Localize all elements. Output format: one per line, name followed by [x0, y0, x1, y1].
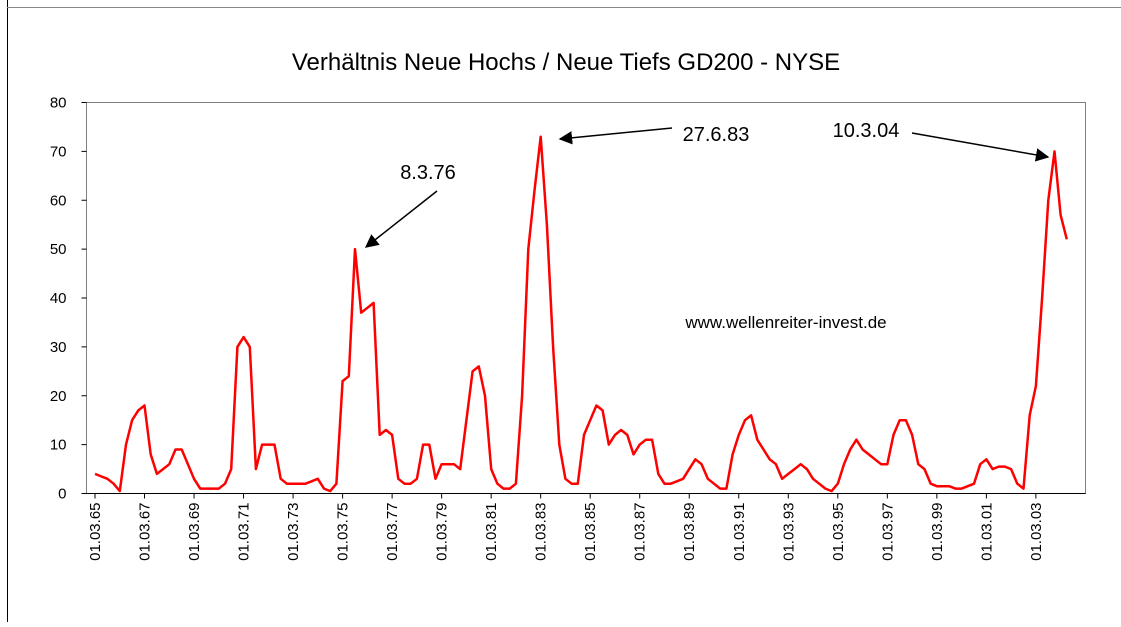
x-tick-label: 01.03.77	[384, 503, 401, 561]
y-tick-label: 80	[50, 95, 67, 112]
y-tick-label: 50	[50, 241, 67, 258]
x-tick-label: 01.03.73	[285, 503, 302, 561]
x-tick-label: 01.03.87	[632, 503, 649, 561]
x-tick-label: 01.03.97	[879, 503, 896, 561]
y-tick-label: 30	[50, 339, 67, 356]
chart-title: Verhältnis Neue Hochs / Neue Tiefs GD200…	[292, 49, 840, 76]
x-tick-label: 01.03.95	[830, 503, 847, 561]
x-tick-label: 01.03.69	[186, 503, 203, 561]
y-tick-label: 40	[50, 290, 67, 307]
y-tick-label: 0	[58, 486, 66, 503]
x-tick-label: 01.03.83	[533, 503, 550, 561]
y-tick-label: 10	[50, 437, 67, 454]
x-tick-label: 01.03.81	[483, 503, 500, 561]
annotation: 10.3.04	[833, 120, 900, 142]
annotation: www.wellenreiter-invest.de	[684, 313, 886, 332]
annotation: 8.3.76	[400, 162, 456, 184]
x-tick-label: 01.03.91	[731, 503, 748, 561]
y-tick-label: 60	[50, 192, 67, 209]
x-tick-label: 01.03.79	[434, 503, 451, 561]
x-tick-label: 01.03.93	[780, 503, 797, 561]
y-tick-label: 70	[50, 143, 67, 160]
annotation-arrow	[558, 127, 673, 145]
annotation: 27.6.83	[683, 124, 750, 146]
line-series	[94, 135, 1069, 493]
x-tick-label: 01.03.71	[236, 503, 253, 561]
x-tick-label: 01.03.75	[335, 503, 352, 561]
x-tick-label: 01.03.89	[681, 503, 698, 561]
x-tick-label: 01.03.99	[929, 503, 946, 561]
x-tick-label: 01.03.85	[582, 503, 599, 561]
x-tick-label: 01.03.65	[87, 503, 104, 561]
annotation-arrow	[911, 132, 1050, 162]
x-tick-label: 01.03.01	[978, 503, 995, 561]
y-tick-label: 20	[50, 388, 67, 405]
plot-area	[86, 102, 1086, 494]
annotation-arrow	[364, 190, 438, 248]
x-tick-label: 01.03.03	[1028, 503, 1045, 561]
x-tick-label: 01.03.67	[137, 503, 154, 561]
